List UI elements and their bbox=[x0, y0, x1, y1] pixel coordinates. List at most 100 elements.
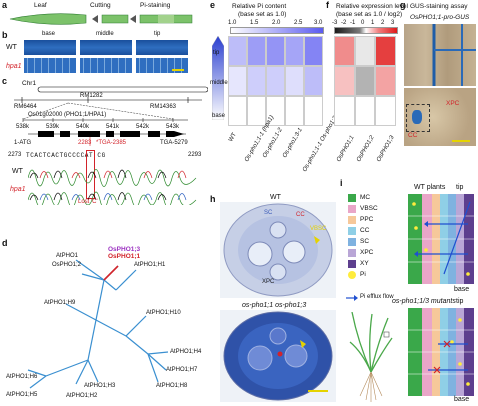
i-efflux-label: Pi efflux flow bbox=[360, 294, 394, 300]
gene-label: Os01g02000 (PHO1;1/HPA1) bbox=[28, 112, 107, 118]
e-heatmap-cell bbox=[285, 96, 304, 126]
marker-rm14363: RM14363 bbox=[150, 104, 177, 110]
h-mutant-section bbox=[223, 311, 333, 401]
tga-5279-label: TGA-5279 bbox=[160, 140, 188, 146]
b-hpa1-label: hpa1 bbox=[6, 63, 22, 70]
i-legend: MC VBSC PPC CC SC XPC XY Pi bbox=[348, 194, 408, 304]
panel-h-label: h bbox=[210, 194, 216, 204]
f-heatmap bbox=[334, 36, 396, 126]
wt-tip-strip bbox=[136, 40, 188, 55]
f-heatmap-cell bbox=[354, 96, 376, 126]
legend-swatch-mc bbox=[348, 194, 356, 202]
g-xpc-label: XPC bbox=[446, 100, 460, 107]
i-base-top: base bbox=[454, 286, 470, 293]
panel-e-label: e bbox=[210, 0, 216, 10]
e-heatmap-cell bbox=[228, 66, 247, 96]
legend-swatch-xy bbox=[348, 260, 356, 268]
i-tip-top: tip bbox=[456, 184, 464, 191]
legend-label-cc: CC bbox=[360, 227, 370, 234]
f-tick-2: -2 bbox=[341, 20, 347, 26]
g-title: GUS-staining assay bbox=[410, 3, 468, 10]
f-heatmap-cell bbox=[375, 66, 396, 96]
h-wt-label: WT bbox=[270, 194, 281, 201]
legend-label-xpc: XPC bbox=[360, 249, 374, 256]
legend-label-mc: MC bbox=[360, 194, 371, 201]
tree-label-h5: AtPHO1;H5 bbox=[6, 392, 38, 398]
h-xpc-label: XPC bbox=[262, 279, 275, 285]
scale-538k: 538k bbox=[16, 124, 30, 130]
cutting-label: Cutting bbox=[90, 2, 111, 9]
h-mutant-label: os-pho1;1 os-pho1;3 bbox=[242, 302, 307, 309]
tree-label-h8: AtPHO1;H8 bbox=[156, 383, 188, 389]
gus-blue-cells bbox=[412, 110, 422, 124]
c-hpa1-label: hpa1 bbox=[10, 186, 26, 193]
wt-middle-strip bbox=[80, 40, 132, 55]
tree-label-atpho1: AtPHO1 bbox=[56, 253, 79, 259]
f-tick-7: 3 bbox=[391, 20, 395, 26]
panel-c-label: c bbox=[2, 76, 8, 86]
e-color-scale bbox=[230, 27, 324, 34]
e-heatmap-cell bbox=[304, 66, 323, 96]
e-row-tip: tip bbox=[213, 50, 220, 56]
e-col-wt: WT bbox=[228, 131, 238, 143]
f-tick-4: 0 bbox=[361, 20, 365, 26]
tree-label-h1: AtPHO1;H1 bbox=[134, 262, 166, 268]
legend-swatch-ppc bbox=[348, 216, 356, 224]
panel-d-label: d bbox=[2, 238, 8, 248]
g-scale-bar bbox=[452, 140, 470, 142]
e-heatmap-cell bbox=[266, 96, 285, 126]
legend-label-xy: XY bbox=[360, 260, 369, 267]
tree-label-h2: AtPHO1;H2 bbox=[66, 393, 98, 399]
e-heatmap-cell bbox=[304, 36, 323, 66]
sequence-text: TCACTCACTGCCCCAT CG bbox=[26, 152, 106, 159]
legend-swatch-xpc bbox=[348, 249, 356, 257]
tga-2385-label: *TGA-2385 bbox=[96, 140, 127, 146]
f-col-pho1-2: OsPHO1;2 bbox=[356, 134, 376, 163]
i-mutant-cells bbox=[408, 308, 474, 396]
tree-label-ospho1-2: OsPHO1;2 bbox=[52, 262, 82, 268]
seq-right-pos: 2293 bbox=[188, 152, 202, 158]
e-heatmap-cell bbox=[266, 66, 285, 96]
h-sc-label: SC bbox=[264, 210, 273, 216]
chromatogram bbox=[28, 169, 197, 205]
atg-label: 1-ATG bbox=[14, 140, 32, 146]
marker-rm6464: RM6464 bbox=[14, 104, 37, 110]
e-gradient-arrow bbox=[212, 36, 224, 120]
f-heatmap-cell bbox=[334, 66, 355, 96]
a-middle-label: middle bbox=[96, 31, 114, 37]
lost-c-label: Lost 'C' bbox=[78, 199, 98, 205]
a-tip-label: tip bbox=[154, 31, 161, 37]
f-heatmap-cell bbox=[375, 96, 396, 126]
panel-g-label: g bbox=[400, 0, 406, 10]
a-base-label: base bbox=[42, 31, 56, 37]
g-cc-label: CC bbox=[408, 132, 418, 139]
i-base-bottom: base bbox=[454, 396, 470, 403]
gus-image-top bbox=[404, 24, 476, 86]
f-col-pho1-3: OsPHO1;3 bbox=[376, 134, 396, 163]
e-row-base: base bbox=[212, 113, 226, 119]
tree-label-h6: AtPHO1;H6 bbox=[6, 374, 38, 380]
e-heatmap-cell bbox=[247, 66, 266, 96]
f-title: Relative expression level bbox=[336, 3, 408, 10]
tree-label-ospho1-1: OsPHO1;1 bbox=[108, 253, 141, 260]
hpa1-middle-strip bbox=[80, 58, 132, 73]
e-col-pho3-1: Os-pho1;3-1 bbox=[282, 127, 304, 159]
e-row-middle: middle bbox=[210, 80, 228, 86]
staining-label: Pi-staining bbox=[140, 2, 171, 9]
wt-base-strip bbox=[24, 40, 76, 55]
legend-label-pi: Pi bbox=[360, 271, 366, 278]
marker-rm1282: RM1282 bbox=[80, 93, 103, 99]
legend-swatch-pi bbox=[348, 271, 356, 279]
i-mutant-title: os-pho1;1/3 mutants bbox=[392, 298, 456, 305]
panel-i-label: i bbox=[340, 178, 343, 188]
f-tick-3: -1 bbox=[350, 20, 356, 26]
phylogenetic-tree bbox=[27, 259, 169, 389]
f-heatmap-cell bbox=[334, 96, 355, 126]
legend-swatch-vbsc bbox=[348, 205, 356, 213]
c-wt-label: WT bbox=[12, 168, 23, 175]
seq-left-pos: 2273 bbox=[8, 152, 22, 158]
i-efflux-arrow bbox=[346, 295, 358, 301]
gus-inset-box bbox=[406, 104, 430, 132]
e-tick-4: 2.5 bbox=[294, 20, 303, 26]
h-wt-section bbox=[223, 203, 333, 297]
